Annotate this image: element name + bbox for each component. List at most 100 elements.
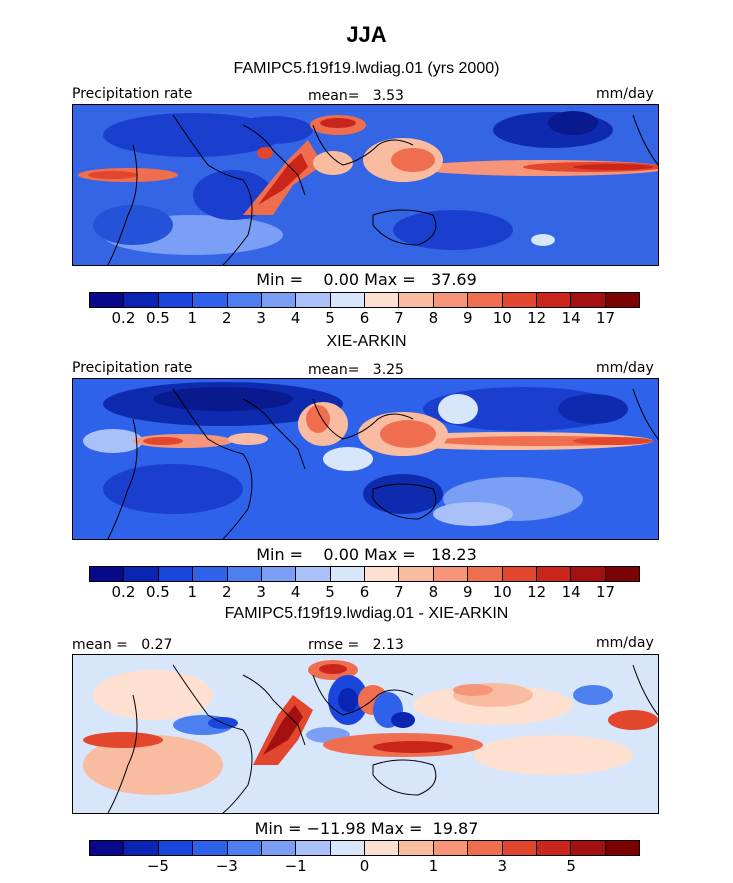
- colorbar-tick-label: 0.2: [111, 583, 136, 601]
- colorbar-swatch: [90, 841, 125, 855]
- colorbar-swatch: [468, 567, 503, 581]
- colorbar-tick-label: −3: [215, 857, 238, 875]
- colorbar-tick-label: 2: [221, 583, 232, 601]
- panel-3-subtitle: FAMIPC5.f19f19.lwdiag.01 - XIE-ARKIN: [224, 605, 509, 622]
- panel-2-subtitle: XIE-ARKIN: [326, 333, 407, 350]
- colorbar-swatch: [433, 567, 469, 581]
- colorbar-swatch: [158, 841, 194, 855]
- colorbar-swatch: [193, 567, 228, 581]
- colorbar-tick-label: 0: [359, 857, 370, 875]
- colorbar-swatch: [536, 841, 572, 855]
- panel-1-left-label: Precipitation rate: [72, 86, 193, 102]
- panel-2-minmax: Min = 0.00 Max = 18.23: [256, 545, 477, 564]
- colorbar-swatch: [193, 841, 228, 855]
- panel-2-mean-label: mean= 3.25: [308, 362, 404, 378]
- colorbar-swatch: [261, 841, 297, 855]
- colorbar-swatch: [433, 293, 469, 307]
- colorbar-swatch: [90, 293, 125, 307]
- panel-2-colorbar-ticks: 0.2 0.5 1 2 3 4 5 6 7 8 9 10 12 14 17: [89, 583, 640, 601]
- colorbar-swatch: [365, 293, 400, 307]
- colorbar-tick-label: 4: [290, 309, 301, 327]
- colorbar-tick-label: 17: [596, 309, 616, 327]
- colorbar-swatch: [468, 293, 503, 307]
- panel-3-colorbar: [89, 840, 640, 856]
- colorbar-tick-label: 7: [394, 583, 404, 601]
- colorbar-tick-label: 9: [463, 309, 473, 327]
- colorbar-tick-label: 6: [359, 583, 370, 601]
- colorbar-swatch: [605, 567, 639, 581]
- colorbar-swatch: [227, 841, 262, 855]
- panel-1-colorbar: [89, 292, 640, 308]
- colorbar-tick-label: 1: [428, 857, 439, 875]
- colorbar-swatch: [365, 567, 400, 581]
- panel-2-units-label: mm/day: [596, 360, 654, 376]
- colorbar-swatch: [330, 567, 365, 581]
- colorbar-swatch: [124, 567, 159, 581]
- colorbar-tick-label: 0.5: [145, 309, 170, 327]
- colorbar-tick-label: −5: [146, 857, 169, 875]
- colorbar-swatch: [158, 293, 194, 307]
- colorbar-tick-label: 9: [463, 583, 473, 601]
- colorbar-swatch: [124, 293, 159, 307]
- panel-2-left-label: Precipitation rate: [72, 360, 193, 376]
- colorbar-swatch: [193, 293, 228, 307]
- colorbar-tick-label: 3: [256, 309, 266, 327]
- colorbar-tick-label: −1: [284, 857, 307, 875]
- colorbar-tick-label: 0.5: [145, 583, 170, 601]
- panel-1-mean-label: mean= 3.53: [308, 88, 404, 104]
- colorbar-swatch: [330, 841, 365, 855]
- colorbar-swatch: [90, 567, 125, 581]
- colorbar-tick-label: 10: [492, 583, 512, 601]
- figure-title: JJA: [346, 22, 387, 47]
- colorbar-tick-label: 3: [256, 583, 266, 601]
- colorbar-tick-label: 8: [428, 309, 439, 327]
- colorbar-tick-label: 8: [428, 583, 439, 601]
- panel-2-colorbar: [89, 566, 640, 582]
- panel-1-map: [72, 104, 659, 266]
- colorbar-tick-label: 12: [527, 309, 547, 327]
- colorbar-swatch: [399, 841, 434, 855]
- colorbar-swatch: [399, 567, 434, 581]
- colorbar-tick-label: 14: [561, 583, 581, 601]
- colorbar-tick-label: 2: [221, 309, 232, 327]
- colorbar-tick-label: 17: [596, 583, 616, 601]
- colorbar-swatch: [124, 841, 159, 855]
- panel-1-subtitle: FAMIPC5.f19f19.lwdiag.01 (yrs 2000): [233, 60, 500, 77]
- colorbar-tick-label: 1: [187, 583, 198, 601]
- colorbar-swatch: [227, 567, 262, 581]
- colorbar-swatch: [261, 293, 297, 307]
- colorbar-swatch: [502, 293, 537, 307]
- panel-3-map: [72, 654, 659, 814]
- panel-3-rmse-label: rmse = 2.13: [308, 637, 404, 653]
- colorbar-tick-label: 1: [187, 309, 198, 327]
- colorbar-tick-label: 14: [561, 309, 581, 327]
- colorbar-swatch: [365, 841, 400, 855]
- panel-1-units-label: mm/day: [596, 86, 654, 102]
- colorbar-swatch: [536, 567, 572, 581]
- colorbar-swatch: [468, 841, 503, 855]
- panel-1-colorbar-ticks: 0.2 0.5 1 2 3 4 5 6 7 8 9 10 12 14 17: [89, 309, 640, 327]
- colorbar-tick-label: 6: [359, 309, 370, 327]
- colorbar-swatch: [296, 293, 331, 307]
- colorbar-tick-label: 4: [290, 583, 301, 601]
- colorbar-swatch: [502, 567, 537, 581]
- panel-3-minmax: Min = −11.98 Max = 19.87: [254, 819, 479, 838]
- colorbar-swatch: [261, 567, 297, 581]
- colorbar-tick-label: 12: [527, 583, 547, 601]
- colorbar-swatch: [296, 567, 331, 581]
- colorbar-tick-label: 5: [325, 583, 335, 601]
- colorbar-swatch: [605, 293, 639, 307]
- colorbar-tick-label: 7: [394, 309, 404, 327]
- panel-2-map: [72, 378, 659, 540]
- colorbar-swatch: [605, 841, 639, 855]
- colorbar-tick-label: 0.2: [111, 309, 136, 327]
- colorbar-swatch: [571, 567, 606, 581]
- colorbar-swatch: [571, 293, 606, 307]
- colorbar-swatch: [330, 293, 365, 307]
- panel-1-minmax: Min = 0.00 Max = 37.69: [256, 270, 477, 289]
- colorbar-swatch: [296, 841, 331, 855]
- panel-3-units-label: mm/day: [596, 635, 654, 651]
- colorbar-swatch: [433, 841, 469, 855]
- colorbar-swatch: [536, 293, 572, 307]
- colorbar-tick-label: 5: [566, 857, 576, 875]
